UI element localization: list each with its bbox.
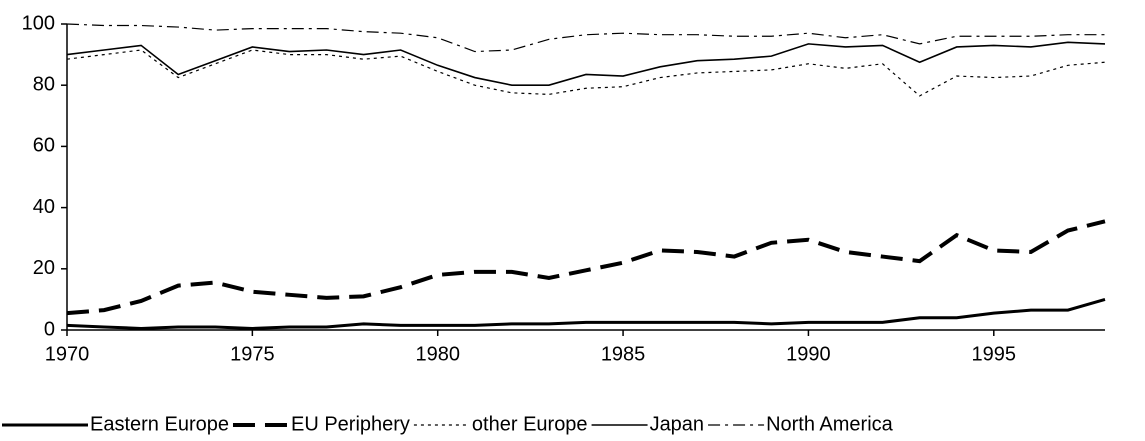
x-tick-label: 1990 (786, 343, 831, 365)
x-tick-label: 1980 (415, 343, 460, 365)
x-tick-label: 1975 (230, 343, 275, 365)
legend-label: North America (766, 413, 894, 435)
y-tick-label: 20 (33, 257, 55, 279)
legend-label: other Europe (472, 413, 588, 435)
series-line (66, 23, 1105, 53)
y-tick-label: 80 (33, 73, 55, 95)
series-line (66, 219, 1106, 316)
series-line (66, 41, 1106, 86)
legend-label: Eastern Europe (90, 413, 229, 435)
x-tick-label: 1995 (972, 343, 1017, 365)
y-tick-label: 60 (33, 135, 55, 157)
series-line (66, 49, 1106, 97)
series-line (66, 297, 1106, 330)
y-tick-label: 100 (22, 12, 55, 34)
y-tick-label: 0 (44, 318, 55, 340)
legend-label: EU Periphery (291, 413, 410, 435)
x-tick-label: 1970 (45, 343, 90, 365)
y-tick-label: 40 (33, 196, 55, 218)
x-tick-label: 1985 (601, 343, 646, 365)
legend-label: Japan (650, 413, 705, 435)
